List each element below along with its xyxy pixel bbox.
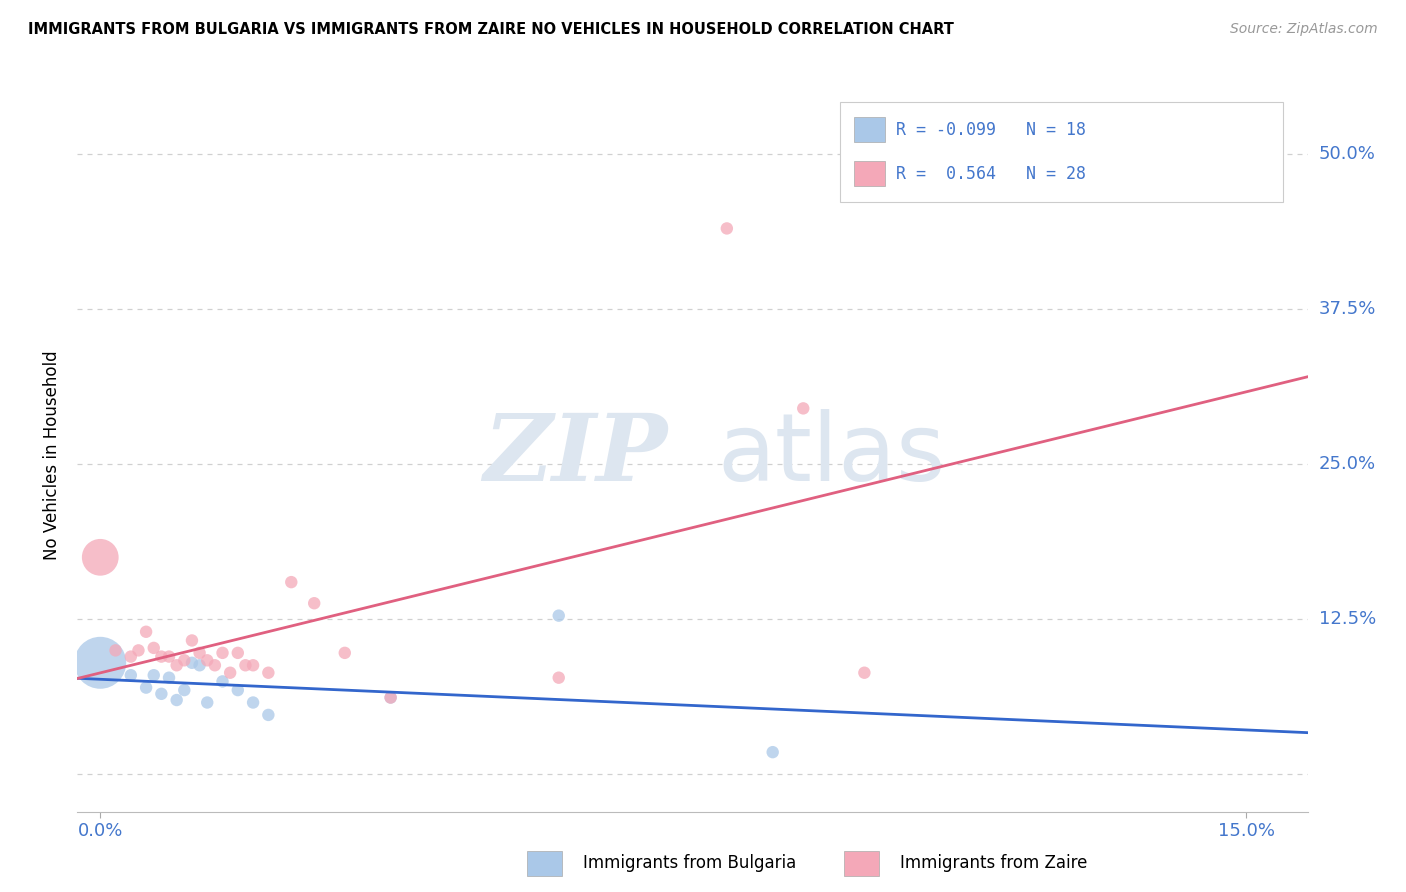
Point <box>89 656 111 670</box>
Point <box>120 668 142 682</box>
Text: R =  0.564   N = 28: R = 0.564 N = 28 <box>897 165 1087 183</box>
Point <box>166 693 188 707</box>
Point <box>127 643 149 657</box>
Point <box>547 608 569 623</box>
Point <box>195 653 218 667</box>
Point <box>181 633 204 648</box>
Point <box>235 658 257 673</box>
Point <box>157 671 180 685</box>
Point <box>135 681 157 695</box>
Point <box>150 649 173 664</box>
Point <box>219 665 242 680</box>
Point <box>150 687 173 701</box>
Text: Source: ZipAtlas.com: Source: ZipAtlas.com <box>1230 22 1378 37</box>
Point <box>242 658 264 673</box>
Point <box>142 640 165 655</box>
Text: 50.0%: 50.0% <box>1319 145 1375 163</box>
Point <box>89 550 111 565</box>
Point <box>716 221 738 235</box>
Text: R = -0.099   N = 18: R = -0.099 N = 18 <box>897 120 1087 138</box>
Point <box>762 745 785 759</box>
Point <box>120 649 142 664</box>
Y-axis label: No Vehicles in Household: No Vehicles in Household <box>44 350 62 560</box>
Point <box>853 665 876 680</box>
Point <box>792 401 814 416</box>
Point <box>188 646 211 660</box>
Point <box>135 624 157 639</box>
Point <box>547 671 569 685</box>
Text: 25.0%: 25.0% <box>1319 455 1376 474</box>
Text: Immigrants from Zaire: Immigrants from Zaire <box>900 855 1087 872</box>
Text: ZIP: ZIP <box>484 410 668 500</box>
Text: 37.5%: 37.5% <box>1319 300 1376 318</box>
Point <box>204 658 226 673</box>
Point <box>257 665 280 680</box>
Point <box>380 690 402 705</box>
Point <box>173 653 195 667</box>
Point <box>181 656 204 670</box>
Point <box>173 683 195 698</box>
Point <box>380 690 402 705</box>
Text: IMMIGRANTS FROM BULGARIA VS IMMIGRANTS FROM ZAIRE NO VEHICLES IN HOUSEHOLD CORRE: IMMIGRANTS FROM BULGARIA VS IMMIGRANTS F… <box>28 22 955 37</box>
Point <box>302 596 325 610</box>
Point <box>104 643 127 657</box>
Point <box>195 696 218 710</box>
Text: Immigrants from Bulgaria: Immigrants from Bulgaria <box>583 855 797 872</box>
Point <box>257 707 280 722</box>
Text: atlas: atlas <box>717 409 945 501</box>
Point <box>211 646 233 660</box>
Point <box>188 658 211 673</box>
Point <box>211 674 233 689</box>
Point <box>280 575 302 590</box>
Point <box>226 683 249 698</box>
Point <box>242 696 264 710</box>
Point <box>226 646 249 660</box>
Point <box>166 658 188 673</box>
Text: 12.5%: 12.5% <box>1319 610 1376 628</box>
Point <box>142 668 165 682</box>
Point <box>333 646 356 660</box>
Point <box>157 649 180 664</box>
